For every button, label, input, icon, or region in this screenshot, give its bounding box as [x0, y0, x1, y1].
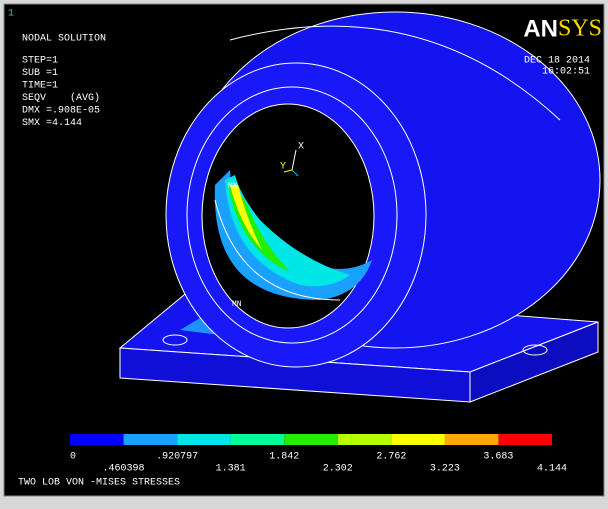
legend-swatch [284, 434, 338, 445]
legend-label: 1.381 [216, 464, 246, 475]
date: DEC 18 2014 [524, 56, 590, 67]
window-number: 1 [8, 9, 14, 20]
legend-label: 3.223 [430, 464, 460, 475]
header-line: DMX =.908E-05 [22, 106, 100, 117]
header-line: SEQV (AVG) [22, 92, 100, 104]
axis-x-label: X [298, 142, 304, 153]
header-line: TIME=1 [22, 81, 58, 92]
legend-label: .460398 [103, 464, 145, 475]
legend-swatch [70, 434, 124, 445]
axis-y-label: Y [280, 162, 286, 173]
legend-swatch [124, 434, 178, 445]
legend-swatch [177, 434, 231, 445]
header-line: STEP=1 [22, 56, 58, 67]
legend-swatch [231, 434, 285, 445]
max-label: MX [228, 182, 238, 191]
legend-swatch [338, 434, 392, 445]
legend-label: .920797 [156, 452, 198, 463]
time: 16:02:51 [542, 67, 590, 78]
legend-swatch [498, 434, 552, 445]
legend-label: 3.683 [483, 452, 513, 463]
header-line: SMX =4.144 [22, 118, 82, 129]
legend-label: 4.144 [537, 464, 567, 475]
logo-an: AN [523, 15, 558, 42]
legend-label: 2.302 [323, 464, 353, 475]
header-line: SUB =1 [22, 68, 58, 79]
logo-sys: SYS [558, 16, 602, 42]
legend-swatch [391, 434, 445, 445]
min-label: MN [232, 300, 242, 309]
legend-label: 0 [70, 452, 76, 463]
legend-label: 2.762 [376, 452, 406, 463]
legend-swatch [445, 434, 499, 445]
legend-label: 1.842 [269, 452, 299, 463]
header-title: NODAL SOLUTION [22, 34, 106, 45]
ansys-window: 1 NODAL SOLUTION STEP=1SUB =1 TIME=1SEQV … [0, 0, 608, 504]
footer-title: TWO LOB VON -MISES STRESSES [18, 478, 180, 489]
